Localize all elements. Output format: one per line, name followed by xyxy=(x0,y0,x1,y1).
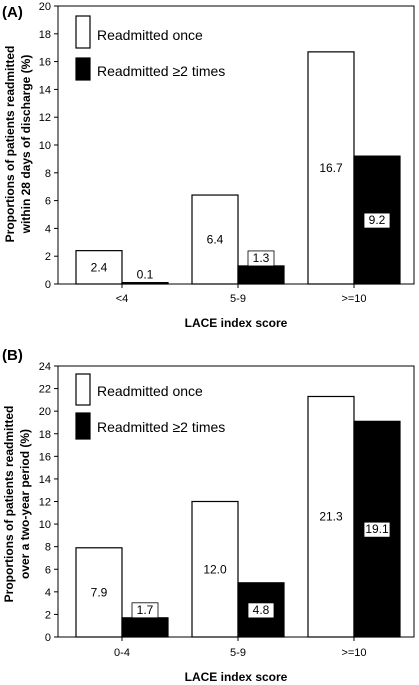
y-tick-label: 8 xyxy=(45,542,51,554)
y-tick-label: 0 xyxy=(45,279,51,291)
data-label-box xyxy=(247,250,275,267)
x-tick-label: >=10 xyxy=(341,647,366,659)
data-label: 1.7 xyxy=(137,603,154,617)
data-label: 16.7 xyxy=(319,161,343,175)
y-tick-label: 12 xyxy=(39,112,51,124)
bar-readmitted-once xyxy=(75,547,123,638)
x-tick-label: >=10 xyxy=(341,293,366,305)
data-label-box xyxy=(131,602,159,619)
y-tick-label: 18 xyxy=(39,429,51,441)
bar-readmitted-2plus xyxy=(237,265,285,285)
data-label: 1.3 xyxy=(253,251,270,265)
legend-entry: Readmitted once xyxy=(97,383,203,399)
data-label: 12.0 xyxy=(203,562,227,576)
y-tick-label: 8 xyxy=(45,168,51,180)
x-axis-title: LACE index score xyxy=(185,670,288,684)
legend-entry: Readmitted ≥2 times xyxy=(97,63,225,79)
y-tick-label: 10 xyxy=(39,140,51,152)
x-tick-label: 5-9 xyxy=(230,647,246,659)
data-label-box xyxy=(363,212,391,229)
y-tick-label: 22 xyxy=(39,384,51,396)
bar-readmitted-once xyxy=(191,500,239,638)
x-tick-label: <4 xyxy=(116,293,129,305)
y-tick-label: 6 xyxy=(45,564,51,576)
y-axis-title: over a two-year period (%) xyxy=(18,429,32,579)
legend-swatch-readmitted-once xyxy=(75,373,91,406)
y-axis-title: within 28 days of discharge (%) xyxy=(19,55,33,235)
y-tick-label: 16 xyxy=(39,451,51,463)
y-tick-label: 20 xyxy=(39,1,51,13)
x-tick-label: 5-9 xyxy=(230,293,246,305)
data-label: 6.4 xyxy=(207,233,224,247)
x-axis-title: LACE index score xyxy=(185,316,288,330)
chart-panel-a: (A) 0 2 4 6 8 10 12 14 16 18 20 2.4 6.4 16.7 0.1 1.3 9.2 <… xyxy=(2,1,415,330)
data-label: 4.8 xyxy=(253,603,270,617)
bar-readmitted-2plus xyxy=(121,282,169,285)
panel-label: (B) xyxy=(2,347,23,364)
y-tick-label: 12 xyxy=(39,497,51,509)
bar-readmitted-2plus xyxy=(237,582,285,638)
legend-swatch-readmitted-2plus xyxy=(75,57,91,81)
legend-entry: Readmitted ≥2 times xyxy=(97,419,225,435)
bar-readmitted-once xyxy=(191,194,239,285)
y-axis-title: Proportions of patients readmitted xyxy=(3,46,17,243)
y-tick-label: 2 xyxy=(45,251,51,263)
bar-readmitted-once xyxy=(307,395,355,638)
y-tick-label: 24 xyxy=(39,361,51,373)
y-tick-label: 6 xyxy=(45,196,51,208)
y-tick-label: 2 xyxy=(45,609,51,621)
panel-label: (A) xyxy=(2,4,23,21)
y-tick-label: 0 xyxy=(45,632,51,644)
y-tick-label: 14 xyxy=(39,84,51,96)
data-label: 9.2 xyxy=(369,213,386,227)
legend-entry: Readmitted once xyxy=(97,27,203,43)
data-label-box xyxy=(363,521,391,538)
y-tick-label: 4 xyxy=(45,223,51,235)
bar-readmitted-once xyxy=(75,250,123,285)
y-tick-label: 18 xyxy=(39,29,51,41)
y-tick-label: 16 xyxy=(39,57,51,69)
data-label: 2.4 xyxy=(91,260,108,274)
y-axis-title: Proportions of patients readmitted xyxy=(2,406,16,603)
y-tick-label: 20 xyxy=(39,406,51,418)
y-tick-label: 10 xyxy=(39,519,51,531)
y-tick-label: 4 xyxy=(45,587,51,599)
data-label: 7.9 xyxy=(91,585,108,599)
data-label: 21.3 xyxy=(319,510,343,524)
bar-readmitted-2plus xyxy=(121,617,169,638)
legend-swatch-readmitted-once xyxy=(75,15,91,49)
legend-swatch-readmitted-2plus xyxy=(75,412,91,440)
data-label: 0.1 xyxy=(137,268,154,282)
data-label-box xyxy=(247,602,275,619)
data-label: 19.1 xyxy=(365,522,389,536)
x-tick-label: 0-4 xyxy=(114,647,130,659)
y-tick-label: 14 xyxy=(39,474,51,486)
